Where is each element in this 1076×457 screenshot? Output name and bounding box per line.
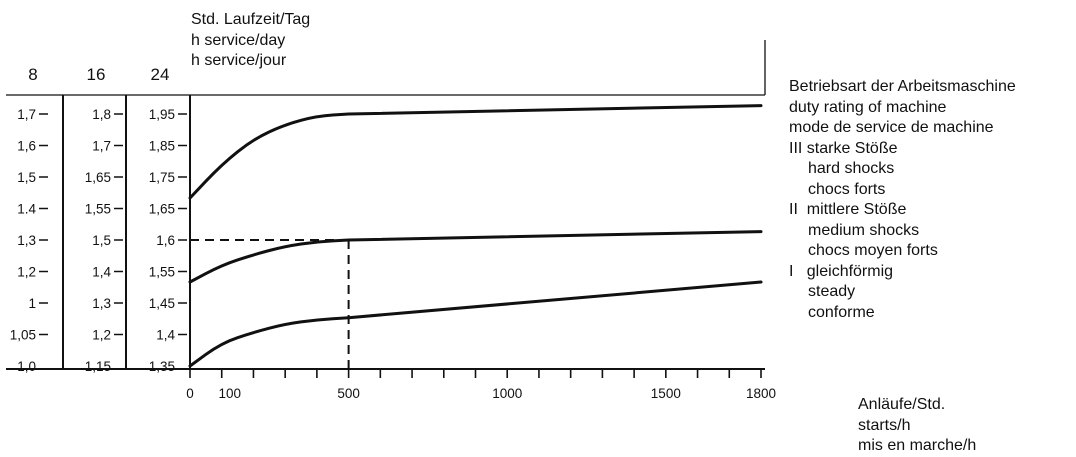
y-tick-label: 1,35 [149, 359, 175, 374]
y-tick-label: 1,05 [10, 328, 36, 343]
x-tick-label: 1000 [492, 386, 522, 401]
xlabel-line-2: starts/h [858, 416, 911, 434]
chart-title: Std. Laufzeit/Tag h service/day h servic… [191, 10, 310, 72]
series-line-2 [188, 230, 763, 284]
legend-group-3-title: III starke Stöße [789, 139, 898, 157]
legend-heading-3: mode de service de machine [789, 119, 994, 136]
y-tick-label: 1,0 [17, 359, 36, 374]
x-tick-label: 1800 [746, 386, 776, 401]
legend-group-3-en: hard shocks [808, 160, 895, 177]
y-tick-label: 1,85 [149, 139, 175, 154]
y-tick-label: 1,6 [17, 139, 36, 154]
y-tick-label: 1,65 [85, 170, 111, 185]
legend-heading-2: duty rating of machine [789, 98, 947, 116]
y-tick-label: 1,5 [17, 170, 36, 185]
legend-group-2-fr: chocs moyen forts [808, 242, 938, 259]
y-axis-header-3: 24 [151, 65, 170, 84]
duty-rating-legend: Betriebsart der Arbeitsmaschine duty rat… [789, 77, 1016, 323]
series-line-1 [188, 280, 763, 368]
y-tick-label: 1,6 [156, 233, 175, 248]
y-tick-label: 1,7 [92, 139, 111, 154]
legend-group-1-title: I gleichförmig [789, 262, 894, 280]
y-tick-label: 1,65 [149, 202, 175, 217]
y-tick-label: 1,75 [149, 170, 175, 185]
y-tick-label: 1,55 [85, 202, 111, 217]
y-tick-label: 1,4 [156, 328, 175, 343]
x-tick-label: 500 [337, 386, 360, 401]
y-tick-label: 1,15 [85, 359, 111, 374]
xlabel-line-1: Anläufe/Std. [858, 396, 946, 413]
x-tick-label: 0 [186, 386, 194, 401]
y-tick-label: 1,55 [149, 265, 175, 280]
x-tick-label: 100 [218, 386, 241, 401]
y-axis-header-2: 16 [87, 65, 106, 84]
y-tick-label: 1,95 [149, 107, 175, 122]
legend-group-3-fr: chocs forts [808, 180, 886, 198]
x-axis-label: Anläufe/Std. starts/h mis en marche/h [858, 395, 976, 457]
y-tick-label: 1,7 [17, 107, 36, 122]
title-line-3: h service/jour [191, 52, 287, 69]
x-tick-label: 1500 [651, 386, 681, 401]
y-axis-header-1: 8 [28, 65, 37, 84]
series-line-3 [188, 104, 763, 200]
y-tick-label: 1,3 [17, 233, 36, 248]
legend-group-1-fr: conforme [808, 303, 875, 321]
legend-group-1-en: steady [808, 283, 856, 300]
y-tick-label: 1,8 [92, 107, 111, 122]
y-tick-label: 1 [28, 296, 36, 311]
legend-group-2-title: II mittlere Stöße [789, 201, 907, 218]
legend-heading-1: Betriebsart der Arbeitsmaschine [789, 78, 1016, 95]
y-tick-label: 1,2 [92, 328, 111, 343]
title-line-1: Std. Laufzeit/Tag [191, 11, 311, 28]
legend-group-2-en: medium shocks [808, 221, 920, 239]
y-tick-label: 1,4 [92, 265, 111, 280]
y-tick-label: 1,3 [92, 296, 111, 311]
y-tick-label: 1,2 [17, 265, 36, 280]
y-tick-label: 1,5 [92, 233, 111, 248]
title-line-2: h service/day [191, 31, 286, 49]
y-tick-label: 1,45 [149, 296, 175, 311]
xlabel-line-3: mis en marche/h [858, 437, 977, 454]
y-tick-label: 1.4 [17, 202, 36, 217]
